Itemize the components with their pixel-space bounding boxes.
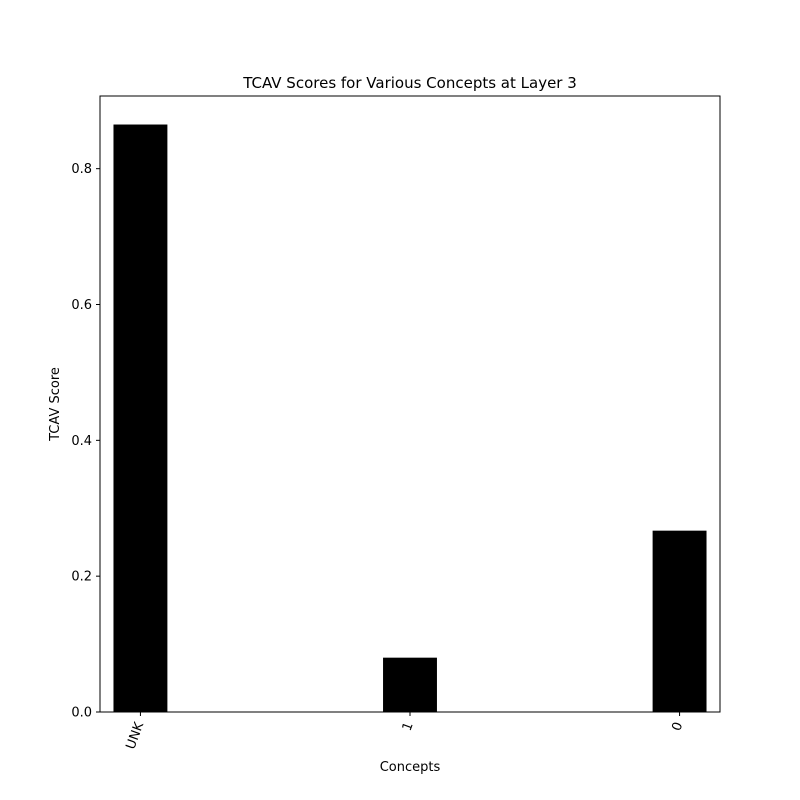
bar-0 <box>652 530 707 712</box>
y-tick-label: 0.4 <box>71 434 92 449</box>
bar-1 <box>383 657 437 712</box>
y-tick-label: 0.6 <box>71 298 92 313</box>
y-tick-label: 0.0 <box>71 706 92 721</box>
bars-group <box>113 124 707 712</box>
y-tick-label: 0.8 <box>71 162 92 177</box>
y-axis-label: TCAV Score <box>48 367 63 442</box>
chart-title: TCAV Scores for Various Concepts at Laye… <box>242 74 577 92</box>
y-axis: 0.0 0.2 0.4 0.6 0.8 <box>71 162 100 721</box>
y-tick-label: 0.2 <box>71 570 92 585</box>
bar-unk <box>113 124 168 712</box>
x-axis-label: Concepts <box>380 760 441 775</box>
